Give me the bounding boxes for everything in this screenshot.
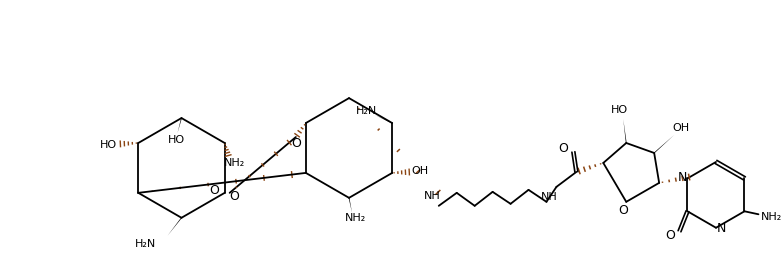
Text: HO: HO [611,105,628,115]
Polygon shape [349,198,352,213]
Polygon shape [375,115,393,123]
Text: HO: HO [168,135,185,145]
Text: O: O [558,142,569,155]
Text: OH: OH [411,166,429,176]
Text: NH: NH [541,192,558,202]
Text: O: O [619,204,628,217]
Text: N: N [678,171,687,184]
Text: NH: NH [423,191,440,201]
Polygon shape [178,118,182,133]
Polygon shape [623,119,626,143]
Text: N: N [716,222,726,235]
Text: O: O [230,190,239,203]
Text: OH: OH [673,123,690,133]
Text: H₂N: H₂N [135,239,156,249]
Text: O: O [665,229,676,242]
Polygon shape [167,217,181,236]
Text: H₂N: H₂N [356,106,377,116]
Text: NH₂: NH₂ [761,212,782,222]
Text: O: O [209,184,219,197]
Polygon shape [654,135,674,153]
Text: NH₂: NH₂ [224,158,246,168]
Text: HO: HO [100,140,117,150]
Text: NH₂: NH₂ [344,213,366,223]
Text: O: O [291,137,301,150]
